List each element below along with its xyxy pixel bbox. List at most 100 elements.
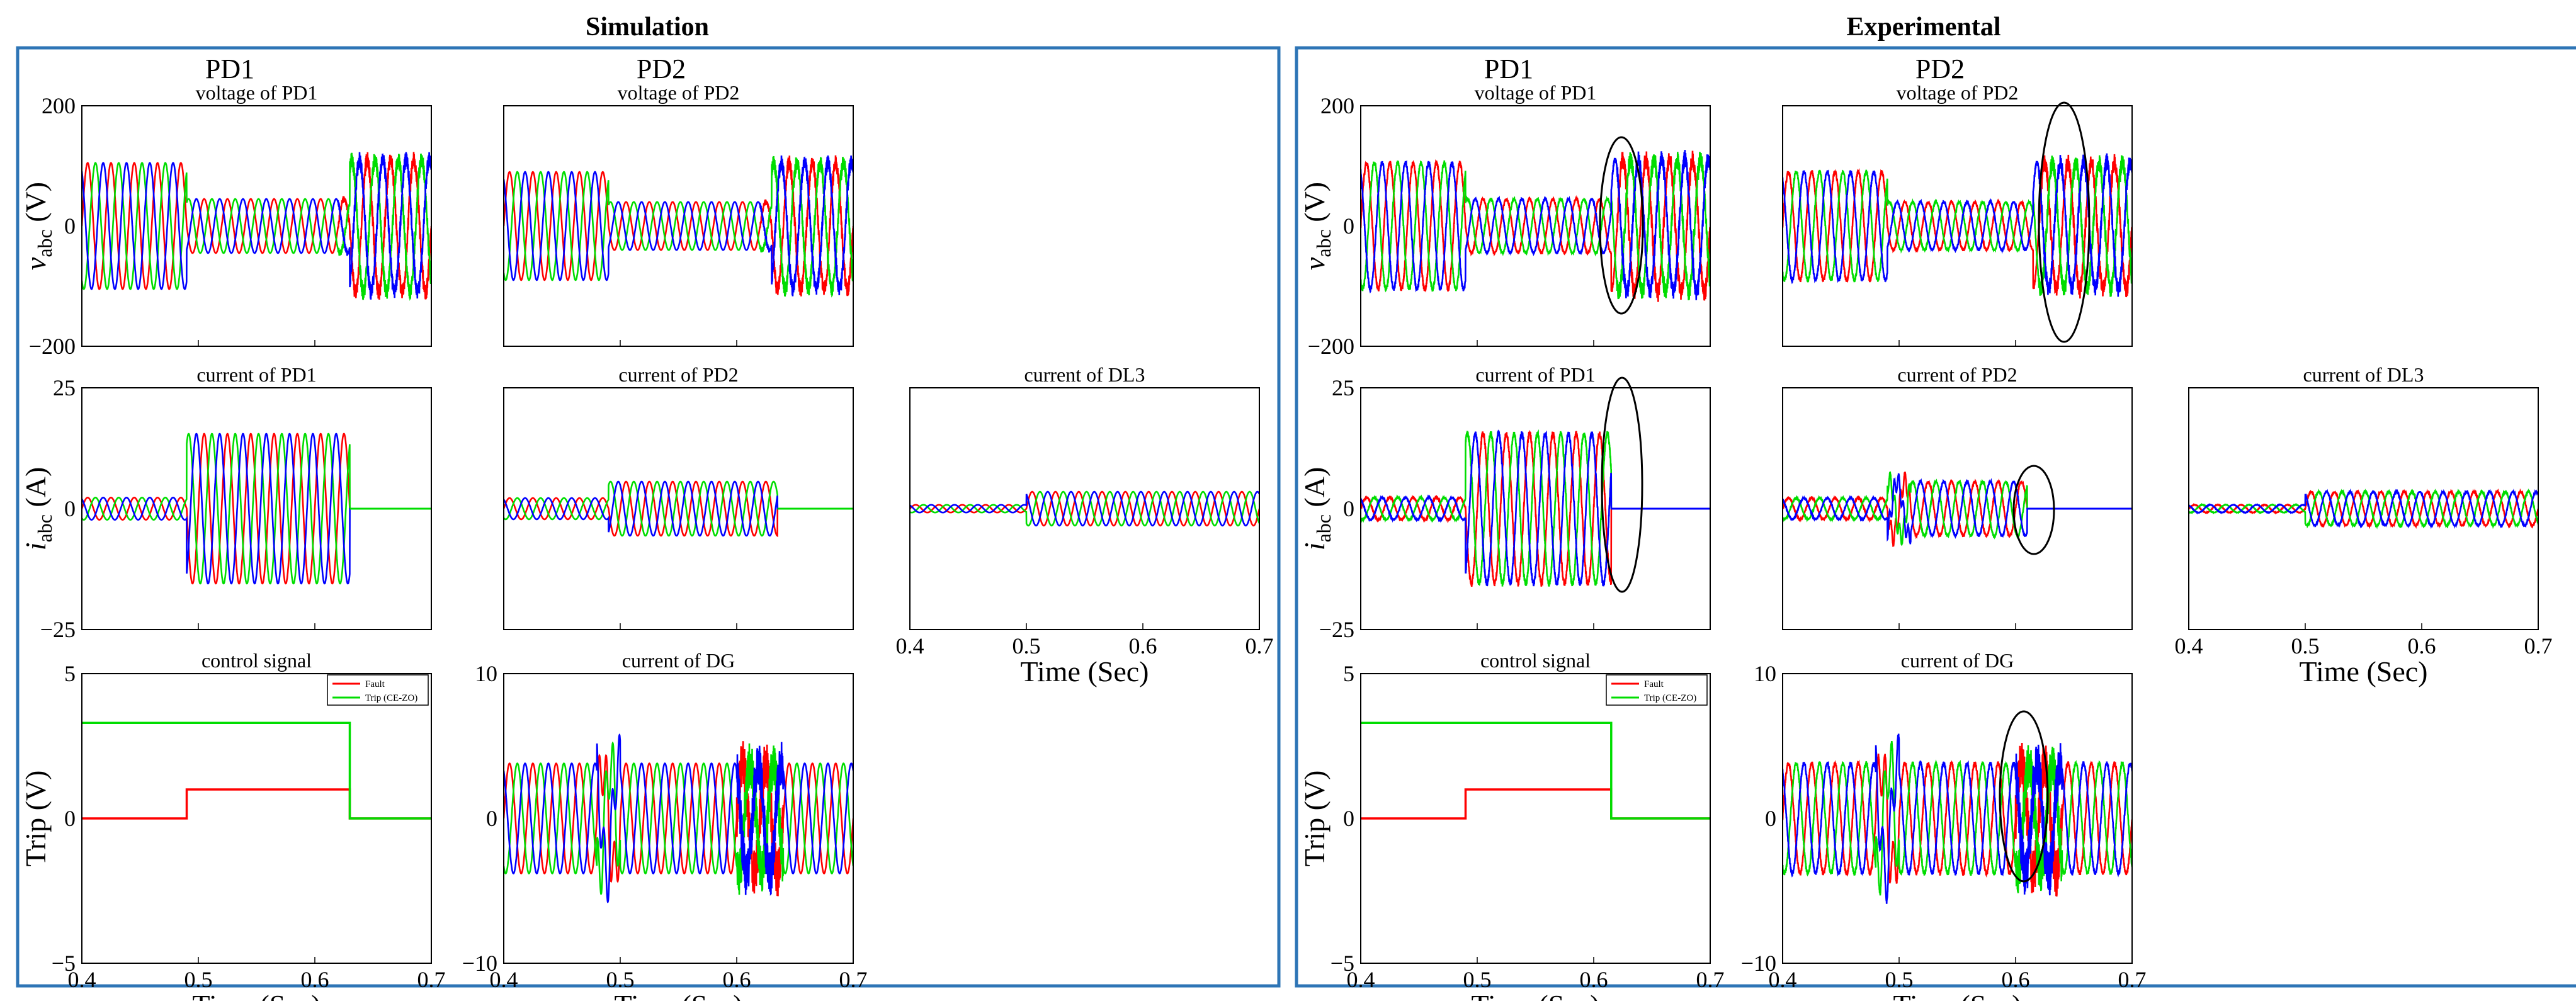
y-tick-label: 0 — [64, 496, 76, 521]
subplot-title: current of DG — [1901, 649, 2014, 672]
y-tick-label: 0 — [64, 806, 76, 831]
subplot-title: voltage of PD1 — [1475, 81, 1597, 104]
column-header-pd2: PD2 — [1915, 54, 1965, 84]
axes-frame — [1782, 387, 2133, 630]
y-tick-label: 200 — [42, 93, 76, 118]
column-header-pd2: PD2 — [637, 54, 686, 84]
plot-area — [504, 155, 853, 298]
phase-b-line — [910, 490, 1259, 527]
panel-title: Experimental — [1847, 13, 2001, 42]
y-axis-label: vabc (V) — [1298, 182, 1335, 270]
phase-c-line — [1783, 733, 2132, 904]
x-tick-label: 0.7 — [2118, 967, 2147, 992]
phase-c-line — [910, 490, 1259, 527]
y-tick-label: 5 — [64, 661, 76, 686]
x-tick-label: 0.5 — [184, 967, 213, 992]
x-tick-label: 0.6 — [723, 967, 751, 992]
phase-c-line — [2189, 488, 2538, 529]
x-tick-label: 0.7 — [1696, 967, 1725, 992]
plot-area — [82, 721, 431, 820]
x-tick-label: 0.5 — [1013, 633, 1041, 659]
subplot: current of DL3 0.4 0.5 0.6 0.7 Time (Sec) — [2175, 363, 2553, 687]
plot-area — [910, 490, 1259, 527]
y-axis-label-unit: (V) — [20, 182, 52, 229]
y-axis-label-text: Trip (V) — [1298, 771, 1331, 867]
y-axis-label: iabc (A) — [20, 467, 56, 551]
phase-a-line — [504, 155, 853, 297]
x-tick-label: 0.4 — [490, 967, 518, 992]
y-tick-label: 0 — [64, 213, 76, 239]
trip-signal-line — [1361, 721, 1710, 820]
subplot: voltage of PD1 200 0 −200 — [1308, 81, 1711, 359]
subplot: voltage of PD2 — [503, 81, 854, 347]
y-axis-label: Trip (V) — [1298, 771, 1331, 867]
y-tick-label: −25 — [40, 617, 76, 642]
x-tick-label: 0.5 — [1463, 967, 1492, 992]
subplot: current of PD1 25 0 −25 — [1319, 363, 1711, 642]
x-tick-label: 0.4 — [1347, 967, 1375, 992]
subplot: current of PD2 — [503, 363, 854, 630]
x-axis-label: Time (Sec) — [1893, 989, 2021, 1001]
legend-label-fault: Fault — [365, 679, 385, 689]
legend-box — [327, 674, 429, 706]
y-tick-label: −10 — [462, 951, 497, 976]
y-axis-label-subscript: abc — [1312, 514, 1335, 542]
y-axis-label-symbol: i — [1298, 542, 1331, 550]
plot-area — [82, 433, 431, 585]
subplot: current of DG 10 0 −100.4 0.5 0.6 0.7 Time (Sec… — [462, 649, 868, 1001]
axes-frame — [503, 105, 854, 347]
plot-area — [1361, 721, 1710, 820]
y-axis-label: iabc (A) — [1298, 467, 1335, 551]
y-axis-label-subscript: abc — [1312, 229, 1335, 257]
legend: Fault Trip (CE-ZO) — [327, 674, 429, 706]
legend-label-trip: Trip (CE-ZO) — [365, 693, 417, 703]
phase-b-line — [1783, 740, 2132, 896]
x-axis-label: Time (Sec) — [2299, 655, 2427, 687]
highlight-ellipse — [1599, 136, 1644, 315]
plot-area — [1361, 429, 1710, 587]
subplot: current of DL3 0.4 0.5 0.6 0.7 Time (Sec) — [896, 363, 1274, 687]
x-tick-label: 0.5 — [2291, 633, 2320, 659]
panel-frame — [16, 46, 1281, 988]
plot-area — [2189, 488, 2538, 529]
x-tick-label: 0.7 — [1245, 633, 1274, 659]
panel-frame — [1295, 46, 2576, 988]
y-tick-label: −10 — [1741, 951, 1776, 976]
y-tick-label: −200 — [1308, 334, 1354, 359]
plot-area — [504, 733, 853, 903]
y-axis-label: vabc (V) — [20, 182, 56, 270]
phase-a-line — [1783, 742, 2132, 897]
phase-c-line — [1783, 153, 2132, 297]
legend: Fault Trip (CE-ZO) — [1606, 674, 1708, 706]
x-tick-label: 0.6 — [1129, 633, 1157, 659]
x-tick-label: 0.6 — [2408, 633, 2436, 659]
x-tick-label: 0.4 — [896, 633, 924, 659]
subplot-title: control signal — [201, 649, 312, 672]
subplot-title: current of PD2 — [1897, 363, 2017, 386]
axes-frame — [1782, 105, 2133, 347]
phase-a-line — [1783, 154, 2132, 299]
phase-a-line — [504, 741, 853, 896]
y-axis-label-subscript: abc — [33, 229, 56, 257]
y-axis-label-symbol: v — [1298, 257, 1331, 270]
y-axis-label-text: Trip (V) — [20, 771, 52, 867]
column-header-pd1: PD1 — [205, 54, 254, 84]
x-tick-label: 0.5 — [1885, 967, 1914, 992]
subplot-title: voltage of PD2 — [1897, 81, 2019, 104]
y-tick-label: 0 — [1765, 806, 1776, 831]
phase-a-line — [2189, 488, 2538, 529]
plot-area — [1783, 153, 2132, 299]
x-tick-label: 0.4 — [68, 967, 96, 992]
x-tick-label: 0.6 — [301, 967, 329, 992]
x-tick-label: 0.7 — [839, 967, 868, 992]
legend-label-fault: Fault — [1644, 679, 1664, 689]
subplot-title: voltage of PD2 — [618, 81, 740, 104]
legend-box — [1606, 674, 1708, 706]
x-tick-label: 0.4 — [2175, 633, 2203, 659]
phase-a-line — [910, 490, 1259, 527]
x-tick-label: 0.6 — [1580, 967, 1608, 992]
x-axis-label: Time (Sec) — [614, 989, 742, 1001]
